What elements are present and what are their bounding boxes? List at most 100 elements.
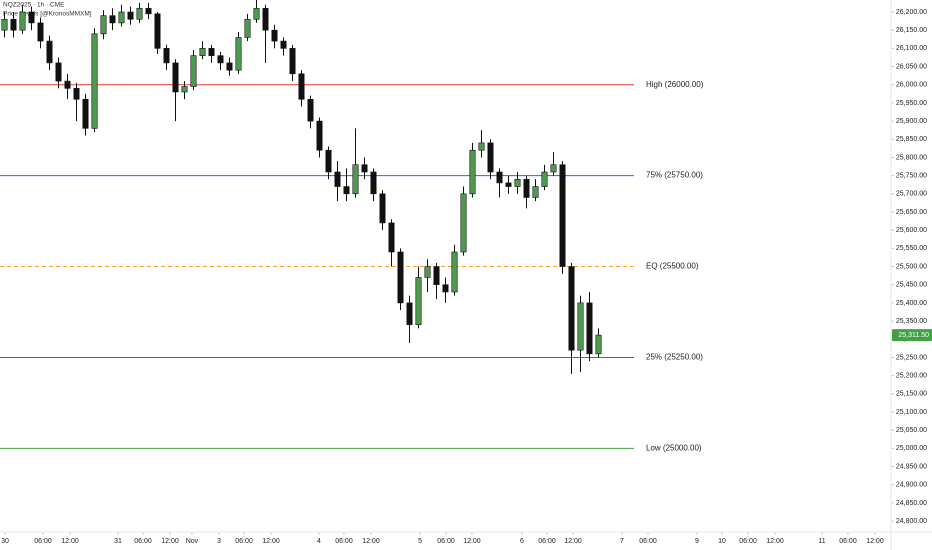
y-tick-label: 25,250.00 [896, 354, 927, 361]
x-tick-label: 31 [114, 538, 122, 545]
candle-body [226, 62, 233, 71]
y-tick-label: 24,800.00 [896, 518, 927, 525]
candle-body [109, 15, 116, 24]
candle-body [361, 164, 368, 173]
candle-body [478, 142, 485, 151]
x-tick-label: 06:00 [839, 538, 857, 545]
candle-body [73, 88, 80, 100]
candle-body [334, 171, 341, 187]
x-tick-label: 06:00 [437, 538, 455, 545]
y-tick-label: 25,000.00 [896, 445, 927, 452]
candle-body [415, 277, 422, 326]
x-tick-label: 30 [1, 538, 9, 545]
y-tick-label: 26,150.00 [896, 27, 927, 34]
candle-body [532, 186, 539, 198]
y-tick-label: 25,650.00 [896, 209, 927, 216]
candle-body [406, 302, 413, 326]
candle-body [343, 186, 350, 195]
candle-body [244, 18, 251, 38]
candle-body [19, 11, 26, 31]
x-tick-label: 6 [520, 538, 524, 545]
x-tick-label: 9 [695, 538, 699, 545]
x-tick-label: 12:00 [362, 538, 380, 545]
indicator-name: Price Levels [@KronosMMXM] [3, 11, 92, 18]
candle-body [262, 8, 269, 31]
candle-body [307, 98, 314, 122]
candle-body [154, 13, 161, 49]
candle-body [496, 171, 503, 184]
candle-body [442, 284, 449, 293]
candle-body [127, 11, 134, 20]
y-tick-label: 25,450.00 [896, 282, 927, 289]
x-tick-label: 06:00 [34, 538, 52, 545]
x-tick-label: Nov [186, 538, 199, 545]
candle-body [28, 11, 35, 24]
candle-body [91, 33, 98, 129]
x-tick-label: 12:00 [262, 538, 280, 545]
y-tick-label: 25,600.00 [896, 227, 927, 234]
candle-body [379, 193, 386, 224]
candle-body [253, 8, 260, 20]
y-tick-label: 26,050.00 [896, 63, 927, 70]
x-tick-label: 3 [217, 538, 221, 545]
candle-body [424, 266, 431, 278]
x-tick-label: 5 [418, 538, 422, 545]
x-tick-label: 11 [818, 538, 825, 545]
candle-body [208, 48, 215, 56]
y-tick-label: 25,900.00 [896, 118, 927, 125]
candle-body [487, 142, 494, 173]
x-tick-label: 06:00 [639, 538, 657, 545]
y-tick-label: 25,850.00 [896, 136, 927, 143]
candle-body [280, 40, 287, 49]
chart-title: NQZ2025 · 1h · CME [3, 2, 65, 9]
y-tick-label: 25,950.00 [896, 100, 927, 107]
candle-body [451, 251, 458, 293]
y-tick-label: 24,950.00 [896, 463, 927, 470]
candle-body [1, 18, 8, 31]
y-tick-label: 24,900.00 [896, 482, 927, 489]
y-tick-label: 26,200.00 [896, 9, 927, 16]
x-tick-label: 12:00 [766, 538, 784, 545]
candle-body [10, 18, 17, 31]
candle-body [460, 193, 467, 253]
candle-body [523, 178, 530, 198]
x-tick-label: 12:00 [161, 538, 179, 545]
x-tick-label: 12:00 [564, 538, 582, 545]
y-tick-label: 25,350.00 [896, 318, 927, 325]
candle-body [352, 164, 359, 195]
candle-body [64, 80, 71, 89]
y-tick-label: 25,500.00 [896, 263, 927, 270]
candle-body [118, 11, 125, 24]
candle-body [433, 266, 440, 286]
candle-body [136, 8, 143, 20]
candle-body [469, 149, 476, 195]
x-tick-label: 12:00 [866, 538, 884, 545]
candle-body [46, 40, 53, 64]
candle-body [163, 48, 170, 64]
candle-body [271, 29, 278, 42]
candle-body [505, 182, 512, 187]
last-price-tag [892, 329, 932, 342]
y-tick-label: 24,850.00 [896, 500, 927, 507]
x-tick-label: 4 [317, 538, 321, 545]
candle-body [577, 302, 584, 351]
x-tick-label: 7 [620, 538, 624, 545]
candle-body [190, 55, 197, 87]
candle-body [37, 22, 44, 42]
y-tick-label: 25,400.00 [896, 300, 927, 307]
y-tick-label: 25,750.00 [896, 172, 927, 179]
candle-body [541, 171, 548, 187]
candle-body [181, 86, 188, 93]
y-tick-label: 26,000.00 [896, 82, 927, 89]
candle-body [145, 8, 152, 15]
price-level-label: 75% (25750.00) [646, 171, 703, 180]
candle-body [568, 266, 575, 351]
candle-body [397, 251, 404, 304]
candle-body [514, 178, 521, 187]
candle-body [586, 302, 593, 355]
candle-body [199, 48, 206, 56]
candle-body [388, 222, 395, 253]
candle-body [217, 55, 224, 64]
